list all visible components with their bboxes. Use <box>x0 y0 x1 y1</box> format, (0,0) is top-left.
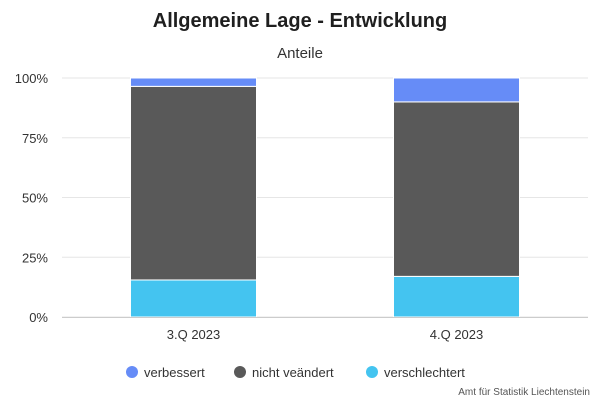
x-tick-label: 3.Q 2023 <box>167 327 221 342</box>
chart-title: Allgemeine Lage - Entwicklung <box>153 10 448 32</box>
bar-segment <box>393 275 520 318</box>
legend-label: verschlechtert <box>384 365 465 380</box>
y-tick-label: 50% <box>22 191 48 206</box>
y-axis-ticks: 0% 25% 50% 75% 100% <box>15 71 49 325</box>
bar-segment <box>130 85 257 281</box>
bar-segment <box>130 279 257 318</box>
bar-segment <box>393 101 520 277</box>
bar-segment <box>130 77 257 87</box>
y-tick-label: 100% <box>15 71 49 86</box>
bar-segment <box>393 77 520 103</box>
chart-subtitle: Anteile <box>277 45 323 62</box>
legend-label: verbessert <box>144 365 205 380</box>
legend-marker <box>366 366 378 378</box>
legend-marker <box>126 366 138 378</box>
y-tick-label: 0% <box>29 310 48 325</box>
y-tick-label: 75% <box>22 131 48 146</box>
y-tick-label: 25% <box>22 250 48 265</box>
x-axis-ticks: 3.Q 2023 4.Q 2023 <box>167 327 484 342</box>
x-tick-label: 4.Q 2023 <box>430 327 484 342</box>
bar-stacks <box>130 77 520 318</box>
legend-label: nicht veändert <box>252 365 334 380</box>
legend: verbessert nicht veändert verschlechtert <box>126 365 465 380</box>
legend-marker <box>234 366 246 378</box>
credit-text: Amt für Statistik Liechtenstein <box>458 387 590 398</box>
